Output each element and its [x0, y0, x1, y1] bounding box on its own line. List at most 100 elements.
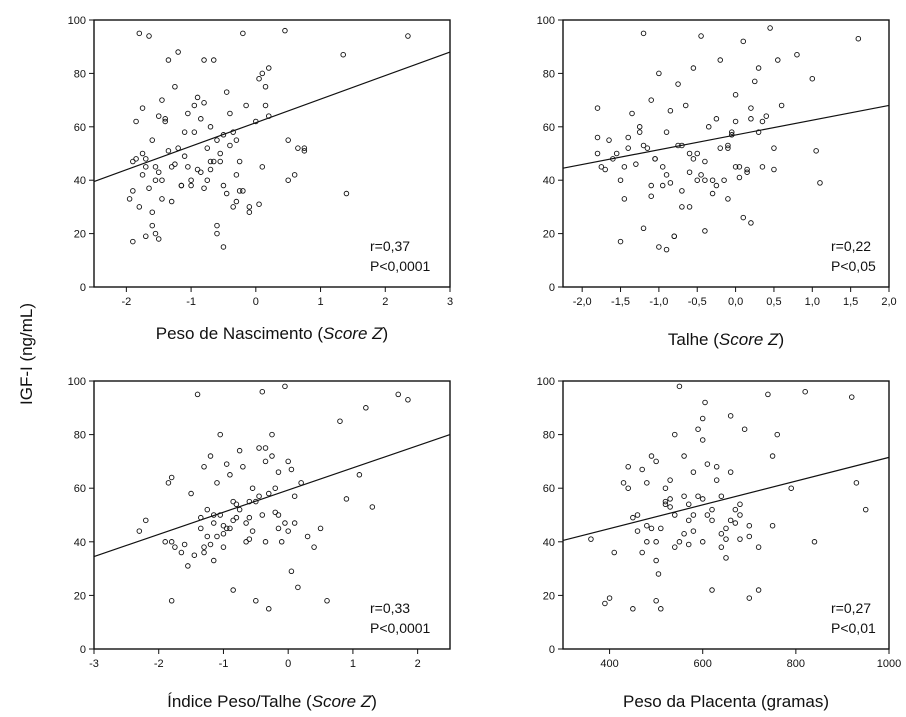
data-point	[713, 477, 720, 483]
data-point	[662, 498, 669, 505]
x-axis-label-part: )	[383, 324, 389, 343]
data-point	[702, 399, 708, 406]
data-point	[644, 480, 650, 486]
data-point	[168, 598, 175, 604]
data-point	[752, 78, 758, 85]
data-point	[639, 466, 645, 473]
data-point	[230, 587, 236, 593]
y-tick-label: 20	[74, 590, 86, 602]
x-tick-label: -1	[186, 296, 196, 308]
data-point	[198, 514, 204, 521]
data-point	[602, 600, 608, 607]
data-point	[201, 185, 207, 191]
data-point	[686, 169, 693, 175]
data-point	[732, 520, 739, 526]
data-point	[667, 108, 674, 114]
data-point	[395, 391, 401, 398]
data-point	[159, 196, 165, 202]
x-axis-label-part: Score Z	[719, 330, 779, 349]
x-tick-label: 600	[694, 658, 712, 670]
correlation-annotation: r=0,27	[831, 600, 871, 616]
data-point	[771, 166, 777, 173]
y-tick-label: 80	[543, 430, 555, 442]
data-point	[269, 453, 275, 459]
data-point	[686, 150, 693, 157]
data-point	[723, 525, 729, 532]
data-point	[729, 129, 735, 135]
data-point	[130, 238, 136, 245]
data-point	[152, 230, 159, 237]
data-point	[291, 493, 298, 499]
data-point	[746, 595, 753, 601]
x-tick-label: 0,0	[728, 296, 743, 308]
x-axis-label: Peso de Nascimento (Score Z)	[156, 324, 388, 343]
data-point	[737, 501, 743, 508]
data-point	[633, 161, 639, 167]
data-point	[236, 188, 243, 194]
data-point	[713, 116, 720, 122]
data-point	[210, 520, 217, 526]
data-point	[636, 124, 643, 130]
data-point	[727, 517, 734, 524]
data-point	[240, 464, 246, 470]
data-point	[767, 25, 773, 31]
y-tick-label: 60	[74, 483, 86, 495]
data-point	[181, 129, 188, 135]
data-point	[769, 453, 776, 459]
data-point	[204, 533, 211, 540]
data-point	[667, 477, 673, 483]
data-point	[625, 145, 631, 151]
data-point	[788, 485, 794, 491]
data-point	[262, 102, 269, 109]
data-point	[746, 522, 753, 529]
x-tick-label: -1,5	[611, 296, 630, 308]
data-point	[223, 89, 230, 95]
data-point	[317, 525, 324, 532]
data-point	[848, 394, 855, 400]
data-point	[201, 544, 207, 550]
data-point	[655, 571, 662, 577]
x-tick-label: 2	[415, 658, 421, 670]
data-point	[653, 539, 659, 545]
data-point	[178, 549, 185, 556]
data-point	[775, 57, 781, 63]
data-point	[136, 204, 143, 210]
data-point	[709, 190, 716, 197]
data-point	[262, 445, 269, 451]
y-tick-label: 60	[543, 122, 555, 134]
data-point	[611, 549, 617, 556]
data-point	[295, 584, 301, 591]
data-point	[278, 539, 285, 545]
data-point	[737, 512, 743, 518]
x-tick-label: 0,5	[766, 296, 781, 308]
data-point	[769, 522, 776, 529]
regression-line	[93, 51, 451, 183]
data-point	[629, 110, 635, 117]
data-point	[194, 391, 201, 398]
data-point	[136, 30, 143, 37]
data-point	[253, 118, 259, 125]
data-point	[698, 33, 704, 39]
data-point	[266, 65, 272, 71]
data-point	[817, 180, 823, 186]
data-point	[217, 150, 223, 157]
data-point	[685, 501, 692, 508]
x-axis-label-part: Talhe (	[668, 330, 719, 349]
data-point	[672, 512, 678, 518]
x-axis-label-part: )	[371, 692, 377, 711]
data-point	[640, 142, 647, 149]
plot-frame	[562, 19, 890, 288]
data-point	[778, 102, 785, 109]
data-point	[207, 158, 214, 165]
x-axis-label-part: Índice Peso/Talhe (	[167, 692, 312, 711]
data-point	[672, 431, 678, 438]
data-point	[223, 461, 230, 467]
data-point	[663, 246, 670, 253]
data-point	[755, 65, 762, 71]
data-point	[699, 415, 706, 422]
data-point	[732, 92, 739, 98]
data-point	[748, 220, 754, 226]
plot-frame	[93, 380, 451, 650]
data-point	[659, 182, 666, 189]
data-point	[256, 493, 262, 499]
